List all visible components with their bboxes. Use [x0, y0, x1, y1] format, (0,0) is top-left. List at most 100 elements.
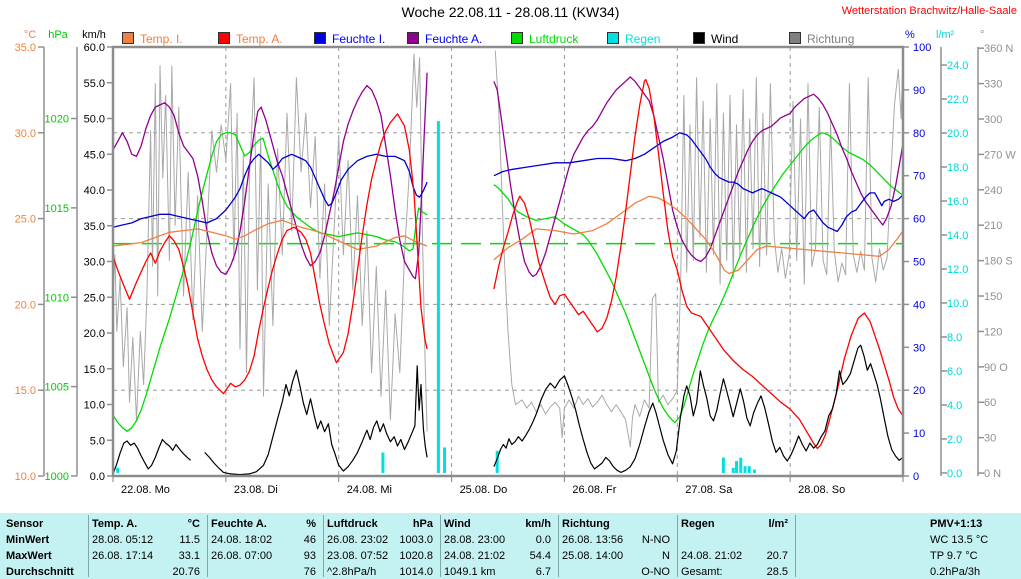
axis-tick-label-pct: 0: [913, 471, 919, 483]
series-wind: [204, 365, 428, 476]
table-cell: 24.08. 21:02: [444, 550, 506, 562]
axis-tick-label-kmh: 25.0: [84, 292, 105, 304]
table-cell: 33.1: [178, 550, 200, 562]
axis-tick-label-kmh: 45.0: [84, 149, 105, 161]
axis-tick-label-hpa: 1005: [45, 382, 69, 394]
rain-bar: [495, 450, 499, 473]
axis-tick-label-kmh: 35.0: [84, 221, 105, 233]
x-axis-day-label: 28.08. So: [798, 484, 845, 496]
axis-tick-label-deg: 60: [984, 397, 996, 409]
table-row-label: Sensor: [6, 518, 44, 530]
table-cell: Richtung: [562, 518, 610, 530]
axis-tick-label-pct: 10: [913, 428, 925, 440]
table-row-label: Durchschnitt: [6, 566, 74, 578]
series-luftdruck: [493, 132, 904, 424]
axis-tick-label-deg: 240: [984, 185, 1002, 197]
table-cell: Gesamt:: [681, 566, 723, 578]
series-luftdruck: [112, 132, 428, 432]
axis-tick-label-pct: 50: [913, 257, 925, 269]
series-temp-a: [112, 113, 428, 395]
table-cell: Wind: [444, 518, 471, 530]
legend-color-swatch: [407, 32, 419, 44]
series-temp-i: [493, 195, 904, 275]
axis-tick-label-kmh: 0.0: [90, 471, 105, 483]
rain-bar: [747, 466, 751, 473]
axis-tick-label-rain: 20.0: [947, 128, 968, 140]
axis-tick-label-pct: 40: [913, 299, 925, 311]
legend-item-feuchte-a: Feuchte A.: [407, 32, 482, 46]
table-cell: PMV+1:13: [930, 518, 983, 530]
axis-tick-label-kmh: 5.0: [90, 435, 105, 447]
axis-tick-label-rain: 0.0: [947, 468, 962, 480]
table-divider: [677, 515, 678, 577]
axis-tick-label-deg: 300: [984, 114, 1002, 126]
axis-tick-label-temp: 25.0: [15, 214, 36, 226]
table-cell: 28.08. 23:00: [444, 534, 506, 546]
rain-bar: [436, 121, 440, 473]
axis-tick-label-deg: 90 O: [984, 362, 1008, 374]
table-cell: Temp. A.: [92, 518, 138, 530]
table-cell: TP 9.7 °C: [930, 550, 978, 562]
table-row-label: MinWert: [6, 534, 50, 546]
axis-tick-label-rain: 2.0: [947, 434, 962, 446]
axis-unit-kmh: km/h: [82, 29, 106, 41]
axis-tick-label-temp: 30.0: [15, 128, 36, 140]
axis-tick-label-rain: 8.0: [947, 332, 962, 344]
x-axis-day-label: 23.08. Di: [234, 484, 278, 496]
legend-item-temp-i: Temp. I.: [122, 32, 183, 46]
rain-bar: [743, 466, 747, 473]
table-cell: °C: [187, 518, 200, 530]
table-cell: 23.08. 07:52: [327, 550, 389, 562]
legend-color-swatch: [314, 32, 326, 44]
table-cell: 28.08. 05:12: [92, 534, 154, 546]
table-cell: 26.08. 07:00: [211, 550, 273, 562]
axis-tick-label-deg: 330: [984, 79, 1002, 91]
axis-tick-label-deg: 360 N: [984, 43, 1013, 55]
x-axis-day-label: 22.08. Mo: [121, 484, 170, 496]
legend-color-swatch: [511, 32, 523, 44]
x-axis-day-label: 25.08. Do: [460, 484, 508, 496]
series-wind: [493, 344, 904, 473]
table-cell: ^2.8hPa/h: [327, 566, 377, 578]
legend-color-swatch: [607, 32, 619, 44]
page-title: Woche 22.08.11 - 28.08.11 (KW34): [401, 4, 620, 20]
table-cell: 1049.1 km: [444, 566, 496, 578]
table-cell: 1003.0: [399, 534, 433, 546]
table-row-label: MaxWert: [6, 550, 52, 562]
legend-item-feuchte-i: Feuchte I.: [314, 32, 385, 46]
axis-tick-label-kmh: 10.0: [84, 400, 105, 412]
legend-item-regen: Regen: [607, 32, 660, 46]
series-richtung: [494, 50, 904, 448]
axis-tick-label-kmh: 50.0: [84, 114, 105, 126]
series-richtung: [112, 53, 428, 432]
axis-tick-label-kmh: 20.0: [84, 328, 105, 340]
table-cell: 1014.0: [399, 566, 433, 578]
x-axis-day-label: 27.08. Sa: [685, 484, 733, 496]
axis-tick-label-hpa: 1015: [45, 203, 69, 215]
table-cell: Luftdruck: [327, 518, 378, 530]
table-cell: 6.7: [535, 566, 551, 578]
table-cell: 24.08. 18:02: [211, 534, 273, 546]
rain-bar: [739, 457, 743, 473]
table-cell: 28.5: [766, 566, 788, 578]
table-cell: N-NO: [641, 534, 670, 546]
axis-tick-label-pct: 90: [913, 85, 925, 97]
table-cell: %: [306, 518, 316, 530]
axis-tick-label-rain: 6.0: [947, 366, 962, 378]
table-cell: 20.76: [172, 566, 200, 578]
table-cell: km/h: [525, 518, 551, 530]
legend-label: Temp. A.: [236, 32, 283, 46]
axis-tick-label-pct: 80: [913, 128, 925, 140]
axis-tick-label-temp: 10.0: [15, 471, 36, 483]
rain-bar: [116, 467, 120, 473]
axis-tick-label-rain: 24.0: [947, 60, 968, 72]
axis-tick-label-temp: 20.0: [15, 299, 36, 311]
table-cell: 0.2hPa/3h: [930, 566, 981, 578]
axis-tick-label-kmh: 55.0: [84, 78, 105, 90]
axis-tick-label-temp: 15.0: [15, 385, 36, 397]
axis-unit-temp: °C: [24, 29, 36, 41]
x-axis-day-label: 26.08. Fr: [572, 484, 616, 496]
legend-item-luftdruck: Luftdruck: [511, 32, 578, 46]
axis-tick-label-pct: 20: [913, 385, 925, 397]
